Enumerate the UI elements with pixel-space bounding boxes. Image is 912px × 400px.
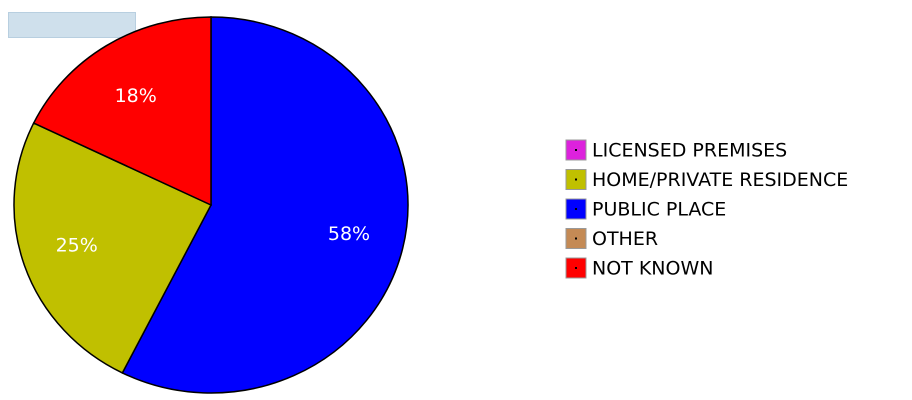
legend-swatch-dot	[575, 178, 577, 181]
legend-item-licensed-premises: LICENSED PREMISES	[565, 139, 787, 162]
slice-not-known	[32, 16, 212, 207]
legend-item-home-private-residence: HOME/PRIVATE RESIDENCE	[565, 169, 848, 191]
legend-swatch-dot	[575, 149, 577, 151]
legend: LICENSED PREMISES HOME/PRIVATE RESIDENCE P…	[565, 139, 848, 280]
slice-public-place	[121, 16, 409, 394]
legend-item-public-place: PUBLIC PLACE	[565, 198, 726, 221]
slice-label-not-known: 18%	[115, 85, 157, 107]
slice-labels: 58% 25% 18%	[56, 85, 371, 256]
legend-item-other: OTHER	[565, 228, 658, 250]
slice-home-private-residence	[13, 122, 213, 374]
legend-label-licensed-premises: LICENSED PREMISES	[592, 140, 787, 162]
pie-slices	[13, 16, 409, 394]
legend-swatch-dot	[575, 237, 577, 240]
slice-label-home-private-residence: 25%	[56, 235, 98, 257]
legend-item-not-known: NOT KNOWN	[565, 257, 713, 280]
legend-swatch-dot	[575, 267, 577, 269]
slice-label-public-place: 58%	[328, 223, 370, 245]
legend-label-home-private-residence: HOME/PRIVATE RESIDENCE	[592, 169, 848, 191]
legend-label-other: OTHER	[592, 228, 658, 250]
legend-swatch-dot	[575, 208, 577, 210]
corner-logo	[8, 12, 136, 38]
legend-label-public-place: PUBLIC PLACE	[592, 199, 726, 221]
legend-label-not-known: NOT KNOWN	[592, 258, 713, 280]
